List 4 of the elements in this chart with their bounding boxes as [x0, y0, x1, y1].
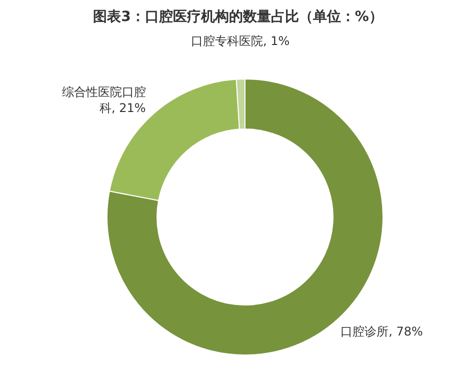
- slice-label: 口腔诊所, 78%: [340, 324, 423, 339]
- slice-label: 综合性医院口腔科, 21%: [60, 84, 146, 116]
- slice-label: 口腔专科医院, 1%: [190, 33, 291, 50]
- chart-title: 图表3：口腔医疗机构的数量占比（单位：%）: [92, 8, 384, 27]
